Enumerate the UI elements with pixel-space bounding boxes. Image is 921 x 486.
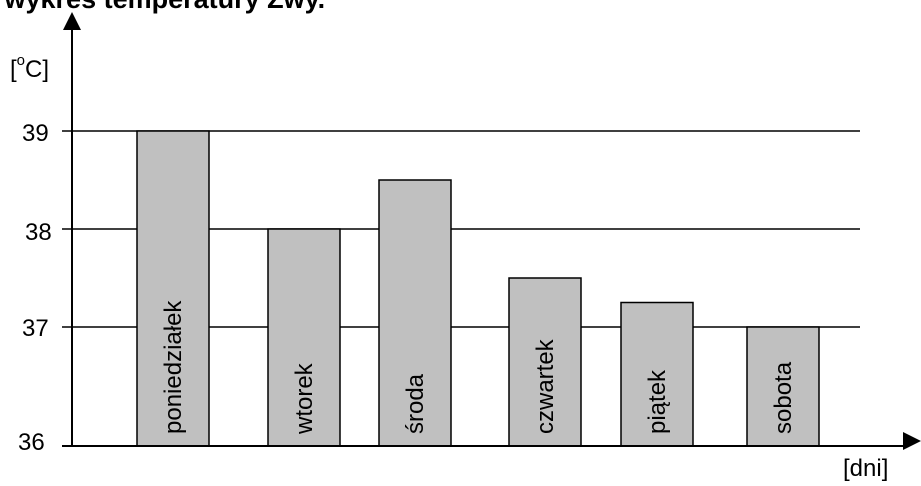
x-axis <box>62 432 921 450</box>
bar-2 <box>378 179 452 447</box>
x-axis-arrow <box>903 432 921 450</box>
bar-0 <box>136 130 210 447</box>
y-tick-39: 39 <box>22 120 49 147</box>
y-axis-arrow <box>63 12 81 30</box>
chart-title: a wykres temperatury Zwy. <box>0 0 325 14</box>
y-tick-37: 37 <box>22 315 49 342</box>
y-tick-38: 38 <box>25 219 52 246</box>
y-tick-36: 36 <box>18 429 45 456</box>
bars: poniedziałek wtorek środa czwartek piątek sob… <box>136 130 820 447</box>
bar-label-0: poniedziałek <box>160 300 187 434</box>
bar-label-5: sobota <box>770 361 797 434</box>
y-tick-labels: 36 37 38 39 <box>18 120 52 456</box>
y-axis-label: [oC] <box>10 52 49 83</box>
bar-1 <box>267 228 341 447</box>
bar-label-2: środa <box>402 373 429 434</box>
bar-label-4: piątek <box>644 369 671 434</box>
bar-label-1: wtorek <box>291 362 318 435</box>
bar-label-3: czwartek <box>532 338 559 434</box>
x-axis-label: [dni] <box>843 455 888 482</box>
y-axis <box>63 12 81 446</box>
